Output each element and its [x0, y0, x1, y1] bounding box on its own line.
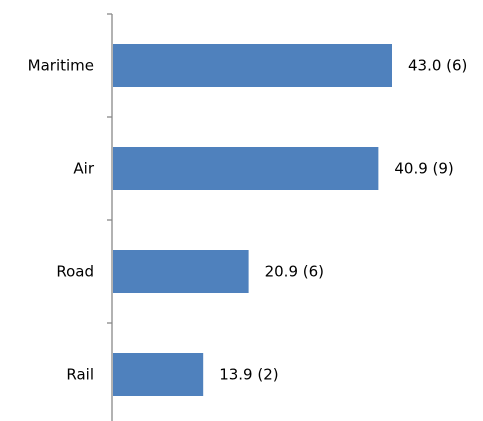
data-label-road: 20.9 (6): [265, 263, 324, 281]
category-labels: Maritime Air Road Rail: [28, 57, 95, 384]
bar-air: [113, 147, 379, 190]
data-label-rail: 13.9 (2): [219, 366, 278, 384]
bar-maritime: [113, 44, 392, 87]
data-label-air: 40.9 (9): [394, 160, 453, 178]
category-axis: [107, 13, 113, 421]
data-labels: 43.0 (6) 40.9 (9) 20.9 (6) 13.9 (2): [219, 57, 467, 384]
category-label-air: Air: [73, 160, 94, 178]
category-label-maritime: Maritime: [28, 57, 94, 75]
bar-road: [113, 250, 249, 293]
bar-rail: [113, 353, 204, 396]
data-label-maritime: 43.0 (6): [408, 57, 467, 75]
category-label-rail: Rail: [66, 366, 94, 384]
category-label-road: Road: [56, 263, 94, 281]
bar-group: [113, 44, 392, 396]
